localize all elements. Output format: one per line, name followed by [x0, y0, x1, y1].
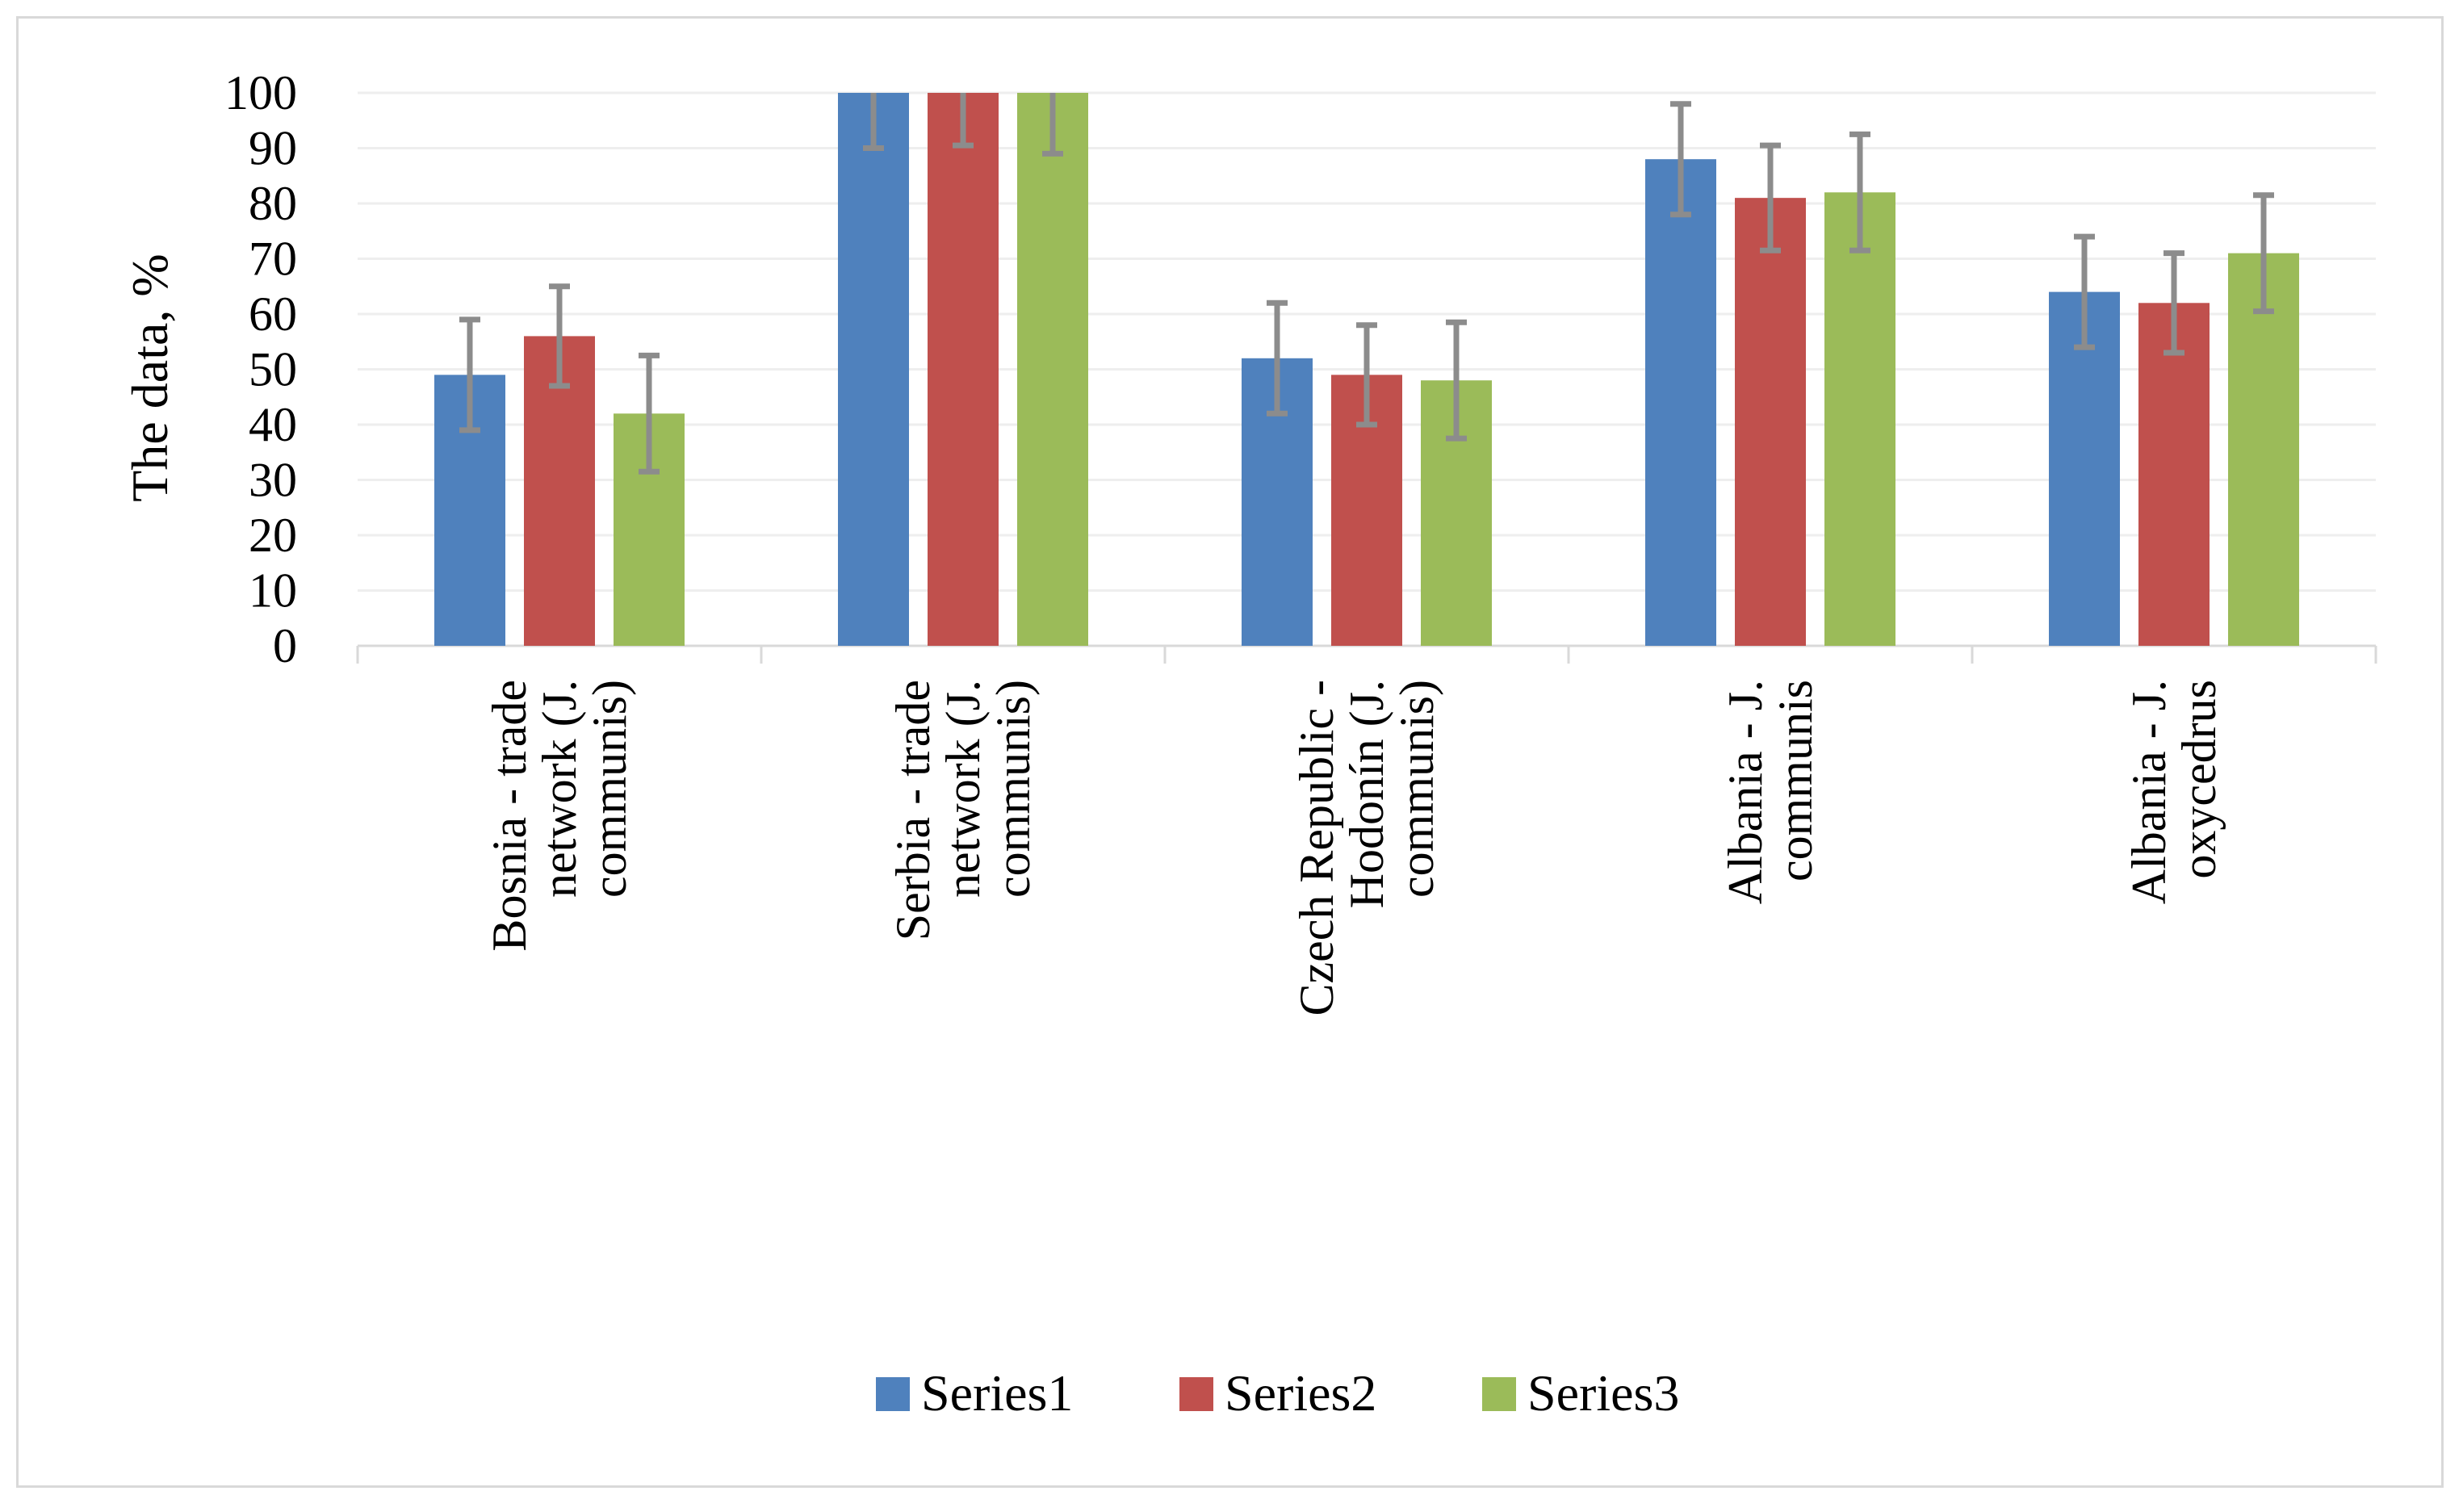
category-label-line: communis) [986, 680, 1040, 898]
category-label: Czech Republic -Hodonín (J.communis) [1290, 680, 1443, 1016]
error-bar-series1 [459, 316, 480, 433]
category-label-line: Czech Republic - [1290, 680, 1343, 1016]
y-tick-label: 20 [249, 509, 297, 562]
error-bar-series2 [2164, 250, 2184, 356]
error-bar-series1 [863, 93, 884, 151]
legend-swatch [876, 1377, 910, 1411]
category-label-line: Hodonín (J. [1340, 680, 1393, 908]
category-label-line: oxycedrus [2172, 680, 2226, 879]
category-label-line: network (J. [533, 680, 586, 898]
error-bar-series2 [953, 93, 974, 149]
legend: Series1 Series2 Series3 [876, 1364, 1679, 1422]
error-bar-series2 [1356, 322, 1377, 428]
error-bar-series1 [1670, 101, 1691, 218]
bar-series1 [1645, 159, 1716, 646]
legend-item-series3: Series3 [1482, 1364, 1679, 1422]
category-label-line: network (J. [936, 680, 990, 898]
category-label-line: Albania - J. [2122, 680, 2176, 904]
bar-series3 [2228, 253, 2299, 646]
y-tick-label: 60 [249, 287, 297, 341]
category-label-line: Serbia - trade [886, 680, 940, 940]
bars [434, 93, 2299, 647]
legend-item-series2: Series2 [1179, 1364, 1376, 1422]
bar-series2 [928, 93, 999, 646]
legend-item-series1: Series1 [876, 1364, 1073, 1422]
chart-frame: 0 10 20 30 40 50 60 70 80 90 100 Bosnia - trade net… [16, 16, 2444, 1488]
y-tick-label: 30 [249, 454, 297, 507]
bar-series2 [2138, 303, 2210, 646]
category-label-line: communis) [583, 680, 636, 898]
error-bar-series1 [2074, 233, 2095, 350]
legend-label: Series2 [1225, 1364, 1376, 1422]
category-label-line: communis) [1390, 680, 1443, 898]
legend-swatch [1482, 1377, 1516, 1411]
error-bar-series3 [1849, 131, 1870, 253]
bar-series1 [2049, 291, 2120, 646]
bar-series2 [1735, 198, 1806, 646]
legend-swatch [1179, 1377, 1213, 1411]
category-label: Albania - J.oxycedrus [2122, 680, 2226, 904]
error-bar-series3 [1042, 93, 1063, 157]
error-bar-series2 [549, 283, 570, 389]
error-bar-series3 [1446, 319, 1467, 442]
y-axis-title: The data, % [121, 253, 178, 501]
y-tick-label: 50 [249, 343, 297, 396]
category-label-line: Bosnia - trade [483, 680, 536, 952]
legend-label: Series1 [921, 1364, 1073, 1422]
category-label-line: Albania - J. [1719, 680, 1772, 904]
error-bar-series3 [2253, 192, 2274, 315]
y-tick-label: 100 [224, 66, 297, 119]
y-tick-label: 10 [249, 564, 297, 618]
error-bar-series1 [1267, 299, 1288, 417]
error-bars [459, 93, 2274, 475]
bar-series3 [1017, 93, 1088, 646]
legend-label: Series3 [1527, 1364, 1679, 1422]
error-bar-series3 [639, 352, 660, 475]
error-bar-series2 [1760, 142, 1781, 253]
category-label-line: communis [1769, 680, 1822, 882]
y-tick-label: 0 [273, 619, 297, 672]
category-label: Albania - J.communis [1719, 680, 1822, 904]
bar-series1 [838, 93, 909, 646]
y-tick-label: 70 [249, 232, 297, 286]
bar-series3 [1824, 192, 1895, 647]
y-tick-label: 80 [249, 177, 297, 230]
y-tick-label: 90 [249, 122, 297, 175]
y-tick-label: 40 [249, 398, 297, 451]
